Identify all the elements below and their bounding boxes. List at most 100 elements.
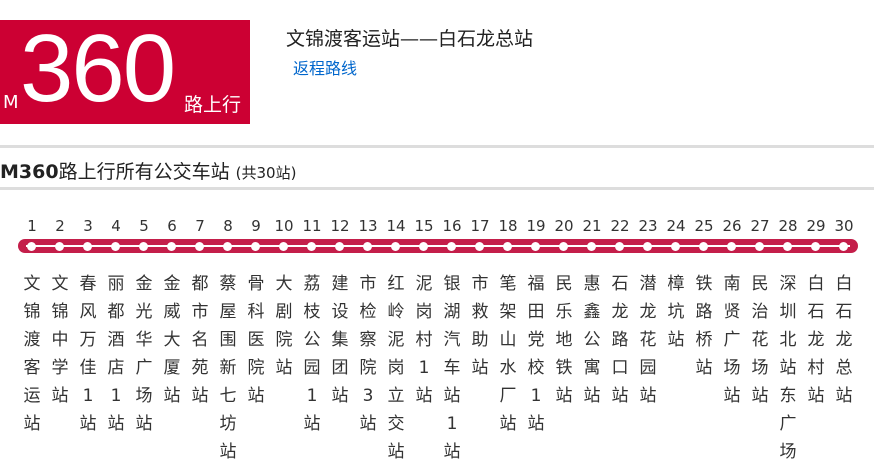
route-badge: M 360 路上行 [0,15,250,124]
station-item[interactable]: 30 白石龙总站 [830,216,858,410]
station-item[interactable]: 29 白石龙村站 [802,216,830,410]
station-item[interactable]: 10 大剧院站 [270,216,298,382]
station-number: 28 [778,217,798,235]
station-dot [27,242,36,251]
station-dot [699,242,708,251]
station-number: 18 [498,217,518,235]
station-dot [671,242,680,251]
station-item[interactable]: 6 金威大厦站 [158,216,186,410]
station-number: 11 [302,217,322,235]
station-count: (共30站) [235,164,297,182]
station-name: 惠鑫公寓站 [583,274,601,406]
section-title: M360路上行所有公交车站 (共30站) [0,157,296,184]
station-number: 25 [694,217,714,235]
route-direction: 路上行 [184,94,242,116]
station-name: 红岭泥岗立交站 [387,274,405,462]
station-name: 民乐地铁站 [555,274,573,406]
station-name: 金威大厦站 [163,274,181,406]
station-item[interactable]: 20 民乐地铁站 [550,216,578,410]
station-dot [111,242,120,251]
section-route-name: M360 [0,161,59,183]
station-item[interactable]: 2 文锦中学站 [46,216,74,410]
station-number: 26 [722,217,742,235]
station-dot [615,242,624,251]
station-number: 29 [806,217,826,235]
station-item[interactable]: 4 丽都酒店1站 [102,216,130,438]
station-number: 7 [195,217,205,235]
station-item[interactable]: 21 惠鑫公寓站 [578,216,606,410]
station-name: 泥岗村1站 [415,274,433,406]
station-number: 13 [358,217,378,235]
station-number: 2 [55,217,65,235]
station-item[interactable]: 11 荔枝公园1站 [298,216,326,438]
station-item[interactable]: 15 泥岗村1站 [410,216,438,410]
station-dot [139,242,148,251]
station-number: 10 [274,217,294,235]
station-item[interactable]: 14 红岭泥岗立交站 [382,216,410,466]
station-dot [783,242,792,251]
station-number: 15 [414,217,434,235]
station-dot [475,242,484,251]
station-item[interactable]: 28 深圳北站东广场 [774,216,802,466]
station-item[interactable]: 3 春风万佳1站 [74,216,102,438]
station-dot [195,242,204,251]
station-name: 市救助站 [471,274,489,378]
station-item[interactable]: 13 市检察院3站 [354,216,382,438]
station-number: 14 [386,217,406,235]
station-dot [447,242,456,251]
station-item[interactable]: 27 民治花场站 [746,216,774,410]
station-dot [279,242,288,251]
station-item[interactable]: 5 金光华广场站 [130,216,158,438]
station-item[interactable]: 1 文锦渡客运站 [18,216,46,438]
station-item[interactable]: 12 建设集团站 [326,216,354,410]
station-dot [811,242,820,251]
station-name: 白石龙总站 [835,274,853,406]
station-item[interactable]: 9 骨科医院站 [242,216,270,410]
station-number: 12 [330,217,350,235]
station-item[interactable]: 7 都市名苑站 [186,216,214,410]
station-dot [587,242,596,251]
station-item[interactable]: 8 蔡屋围新七坊站 [214,216,242,466]
route-line-inner [26,245,850,247]
station-dot [755,242,764,251]
station-dot [251,242,260,251]
station-number: 24 [666,217,686,235]
station-item[interactable]: 25 铁路桥站 [690,216,718,382]
station-name: 南贤广场站 [723,274,741,406]
station-dot [335,242,344,251]
station-item[interactable]: 24 樟坑站 [662,216,690,354]
station-number: 17 [470,217,490,235]
station-name: 银湖汽车站1站 [443,274,461,462]
section-title-text: 路上行所有公交车站 [58,161,230,183]
station-number: 30 [834,217,854,235]
station-item[interactable]: 19 福田党校1站 [522,216,550,438]
station-item[interactable]: 22 石龙路口站 [606,216,634,410]
station-dot [223,242,232,251]
station-name: 蔡屋围新七坊站 [219,274,237,462]
station-item[interactable]: 18 笔架山水厂站 [494,216,522,438]
station-name: 文锦渡客运站 [23,274,41,434]
station-dot [83,242,92,251]
station-dot [531,242,540,251]
station-name: 大剧院站 [275,274,293,378]
station-name: 铁路桥站 [695,274,713,378]
station-dot [727,242,736,251]
station-number: 16 [442,217,462,235]
station-name: 福田党校1站 [527,274,545,434]
station-number: 5 [139,217,149,235]
station-item[interactable]: 17 市救助站 [466,216,494,382]
station-item[interactable]: 16 银湖汽车站1站 [438,216,466,466]
station-item[interactable]: 26 南贤广场站 [718,216,746,410]
station-number: 6 [167,217,177,235]
station-name: 石龙路口站 [611,274,629,406]
return-route-link[interactable]: 返程路线 [293,59,358,78]
station-name: 建设集团站 [331,274,349,406]
station-name: 文锦中学站 [51,274,69,406]
station-item[interactable]: 23 潜龙花园站 [634,216,662,410]
station-name: 樟坑站 [667,274,685,350]
station-dot [559,242,568,251]
station-name: 白石龙村站 [807,274,825,406]
station-number: 20 [554,217,574,235]
route-title: 文锦渡客运站——白石龙总站 [286,28,534,50]
station-name: 市检察院3站 [359,274,377,434]
